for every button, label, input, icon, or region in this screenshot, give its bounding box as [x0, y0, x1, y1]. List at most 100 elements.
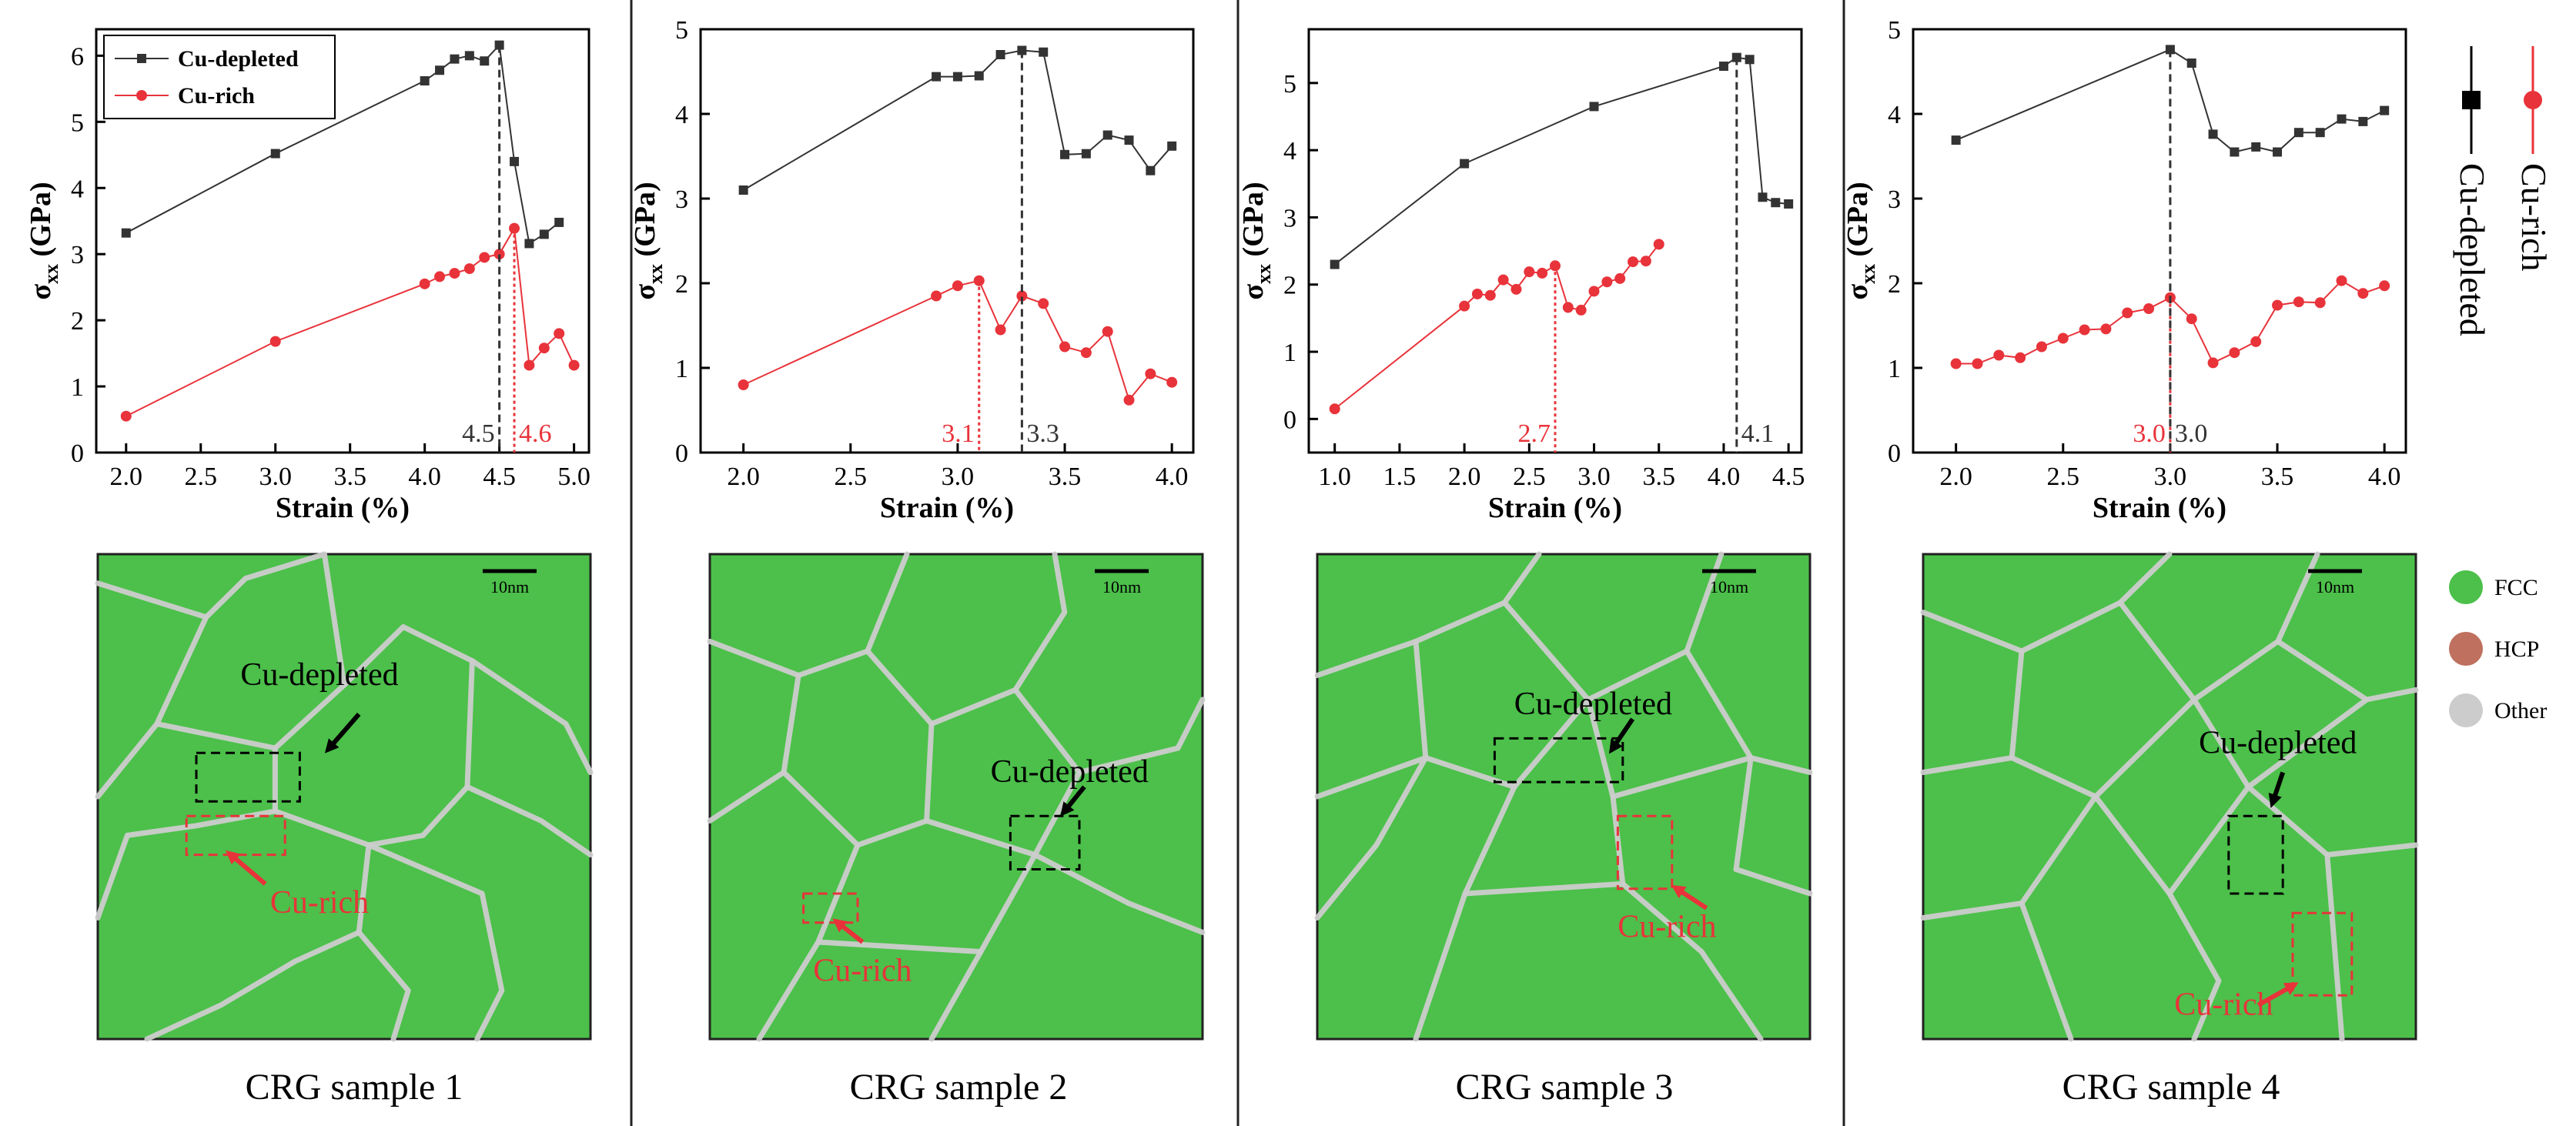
data-point [554, 328, 565, 339]
structure-key-label: FCC [2494, 575, 2538, 600]
x-tick-label: 4.0 [1708, 463, 1741, 491]
grain-boundary [366, 842, 505, 1042]
micrograph-2: 10nm Cu-depleted Cu-rich CRG sample 2 [707, 551, 1206, 1108]
plot-frame [699, 28, 1195, 454]
data-point [493, 249, 505, 260]
data-point [2208, 129, 2218, 139]
x-tick-label: 2.0 [1939, 463, 1972, 491]
micrographs: 10nm Cu-depleted Cu-rich CRG sample 1 10nm Cu… [95, 551, 2419, 1108]
x-tick-label: 3.0 [2154, 463, 2187, 491]
x-tick-label: 2.0 [110, 463, 143, 491]
legend-frame [103, 35, 336, 119]
data-point [932, 72, 942, 82]
grain-boundary [2324, 852, 2345, 1042]
y-tick-label: 2 [71, 307, 84, 336]
data-point [2379, 280, 2390, 292]
data-point [463, 263, 475, 275]
cu-rich-label: Cu-rich [813, 953, 912, 988]
data-point [554, 217, 564, 227]
cu-rich-arrow [2257, 982, 2299, 1007]
cu-depleted-box [2227, 814, 2284, 895]
x-tick-label: 2.5 [1513, 463, 1546, 491]
data-point [2229, 347, 2240, 359]
y-tick-label: 0 [675, 439, 688, 468]
x-tick-label: 2.5 [185, 463, 218, 491]
cu-depleted-label: Cu-depleted [1514, 687, 1672, 722]
scale-bar-label: 10nm [490, 577, 529, 596]
y-tick-label: 2 [675, 270, 688, 299]
data-point [450, 54, 460, 64]
data-point [479, 252, 490, 263]
y-tick-label: 4 [71, 175, 84, 203]
data-point [2336, 275, 2347, 286]
peak-label: 3.0 [2133, 419, 2166, 448]
chart-4: 2.0 2.5 3.0 3.5 4.0 0 1 2 3 4 5 Strain (%) σxx (GPa)… [1842, 16, 2407, 524]
micrograph-background [1316, 553, 1812, 1041]
data-point [2293, 296, 2304, 308]
grain-boundary [2009, 600, 2197, 800]
x-tick-label: 4.0 [1156, 463, 1189, 491]
grain-boundary [1423, 600, 1591, 790]
x-tick-label: 2.5 [835, 463, 868, 491]
grain-boundary [1620, 880, 1764, 1042]
series-cu-depleted [1951, 45, 2390, 157]
cu-depleted-box [195, 751, 301, 803]
y-tick-label: 2 [1283, 272, 1296, 300]
grain-boundary [1314, 755, 1429, 921]
series-cu-depleted [121, 40, 564, 249]
data-point [2015, 352, 2026, 363]
data-point [1950, 358, 1962, 369]
y-tick-label: 3 [71, 241, 84, 269]
y-axis-title-subscript: xx [1857, 264, 1879, 284]
scale-bar-label: 10nm [1102, 577, 1141, 596]
data-point [1614, 272, 1626, 284]
y-axis-title-subscript: xx [644, 264, 667, 284]
legend-label-depleted: Cu-depleted [178, 46, 299, 72]
data-point [1484, 289, 1496, 301]
cu-rich-label: Cu-rich [270, 885, 369, 921]
x-tick-label: 3.5 [1049, 463, 1082, 491]
data-point [1102, 326, 1113, 337]
data-point [2273, 147, 2283, 157]
y-axis-title-subscript: xx [1253, 264, 1275, 284]
y-axis-title: σxx (GPa) [629, 182, 667, 299]
y-tick-label: 5 [71, 109, 84, 137]
data-point [1060, 149, 1070, 159]
y-axis-title-symbol: σ [1842, 284, 1874, 300]
data-point [2122, 307, 2133, 319]
cu-rich-arrow [225, 850, 267, 886]
data-point [1459, 300, 1470, 312]
x-tick-label: 3.0 [259, 463, 292, 491]
y-axis-title-symbol: σ [1237, 284, 1270, 300]
x-tick-label: 3.5 [333, 463, 366, 491]
cu-rich-label: Cu-rich [1618, 910, 1716, 945]
series-cu-rich [120, 222, 580, 422]
data-point [1718, 62, 1728, 72]
data-point [524, 359, 535, 371]
side-legend-depleted: Cu-depleted [2453, 46, 2492, 336]
structure-key: FCC HCP Other [2449, 570, 2547, 727]
structure-key-item: HCP [2449, 632, 2539, 666]
scale-bar-label: 10nm [1710, 577, 1748, 596]
y-tick-label: 1 [71, 373, 84, 402]
cu-rich-box [2291, 911, 2354, 997]
structure-key-swatch [2449, 693, 2483, 727]
side-legend-rich: Cu-rich [2514, 46, 2554, 272]
y-tick-label: 4 [675, 101, 688, 129]
data-point [1628, 256, 1639, 268]
x-tick-label: 2.0 [727, 463, 760, 491]
data-point [1601, 276, 1613, 288]
micrograph-background [708, 553, 1204, 1041]
x-tick-label: 4.5 [483, 463, 516, 491]
cu-rich-box [185, 814, 286, 857]
x-axis-title: Strain (%) [276, 492, 410, 524]
data-point [2186, 58, 2196, 68]
y-axis-title: σxx (GPa) [1842, 182, 1879, 299]
y-tick-label: 0 [71, 439, 84, 468]
data-point [1537, 267, 1548, 279]
data-point [1588, 286, 1600, 297]
data-point [995, 50, 1005, 59]
data-point [434, 271, 446, 282]
y-tick-label: 5 [1283, 70, 1296, 99]
